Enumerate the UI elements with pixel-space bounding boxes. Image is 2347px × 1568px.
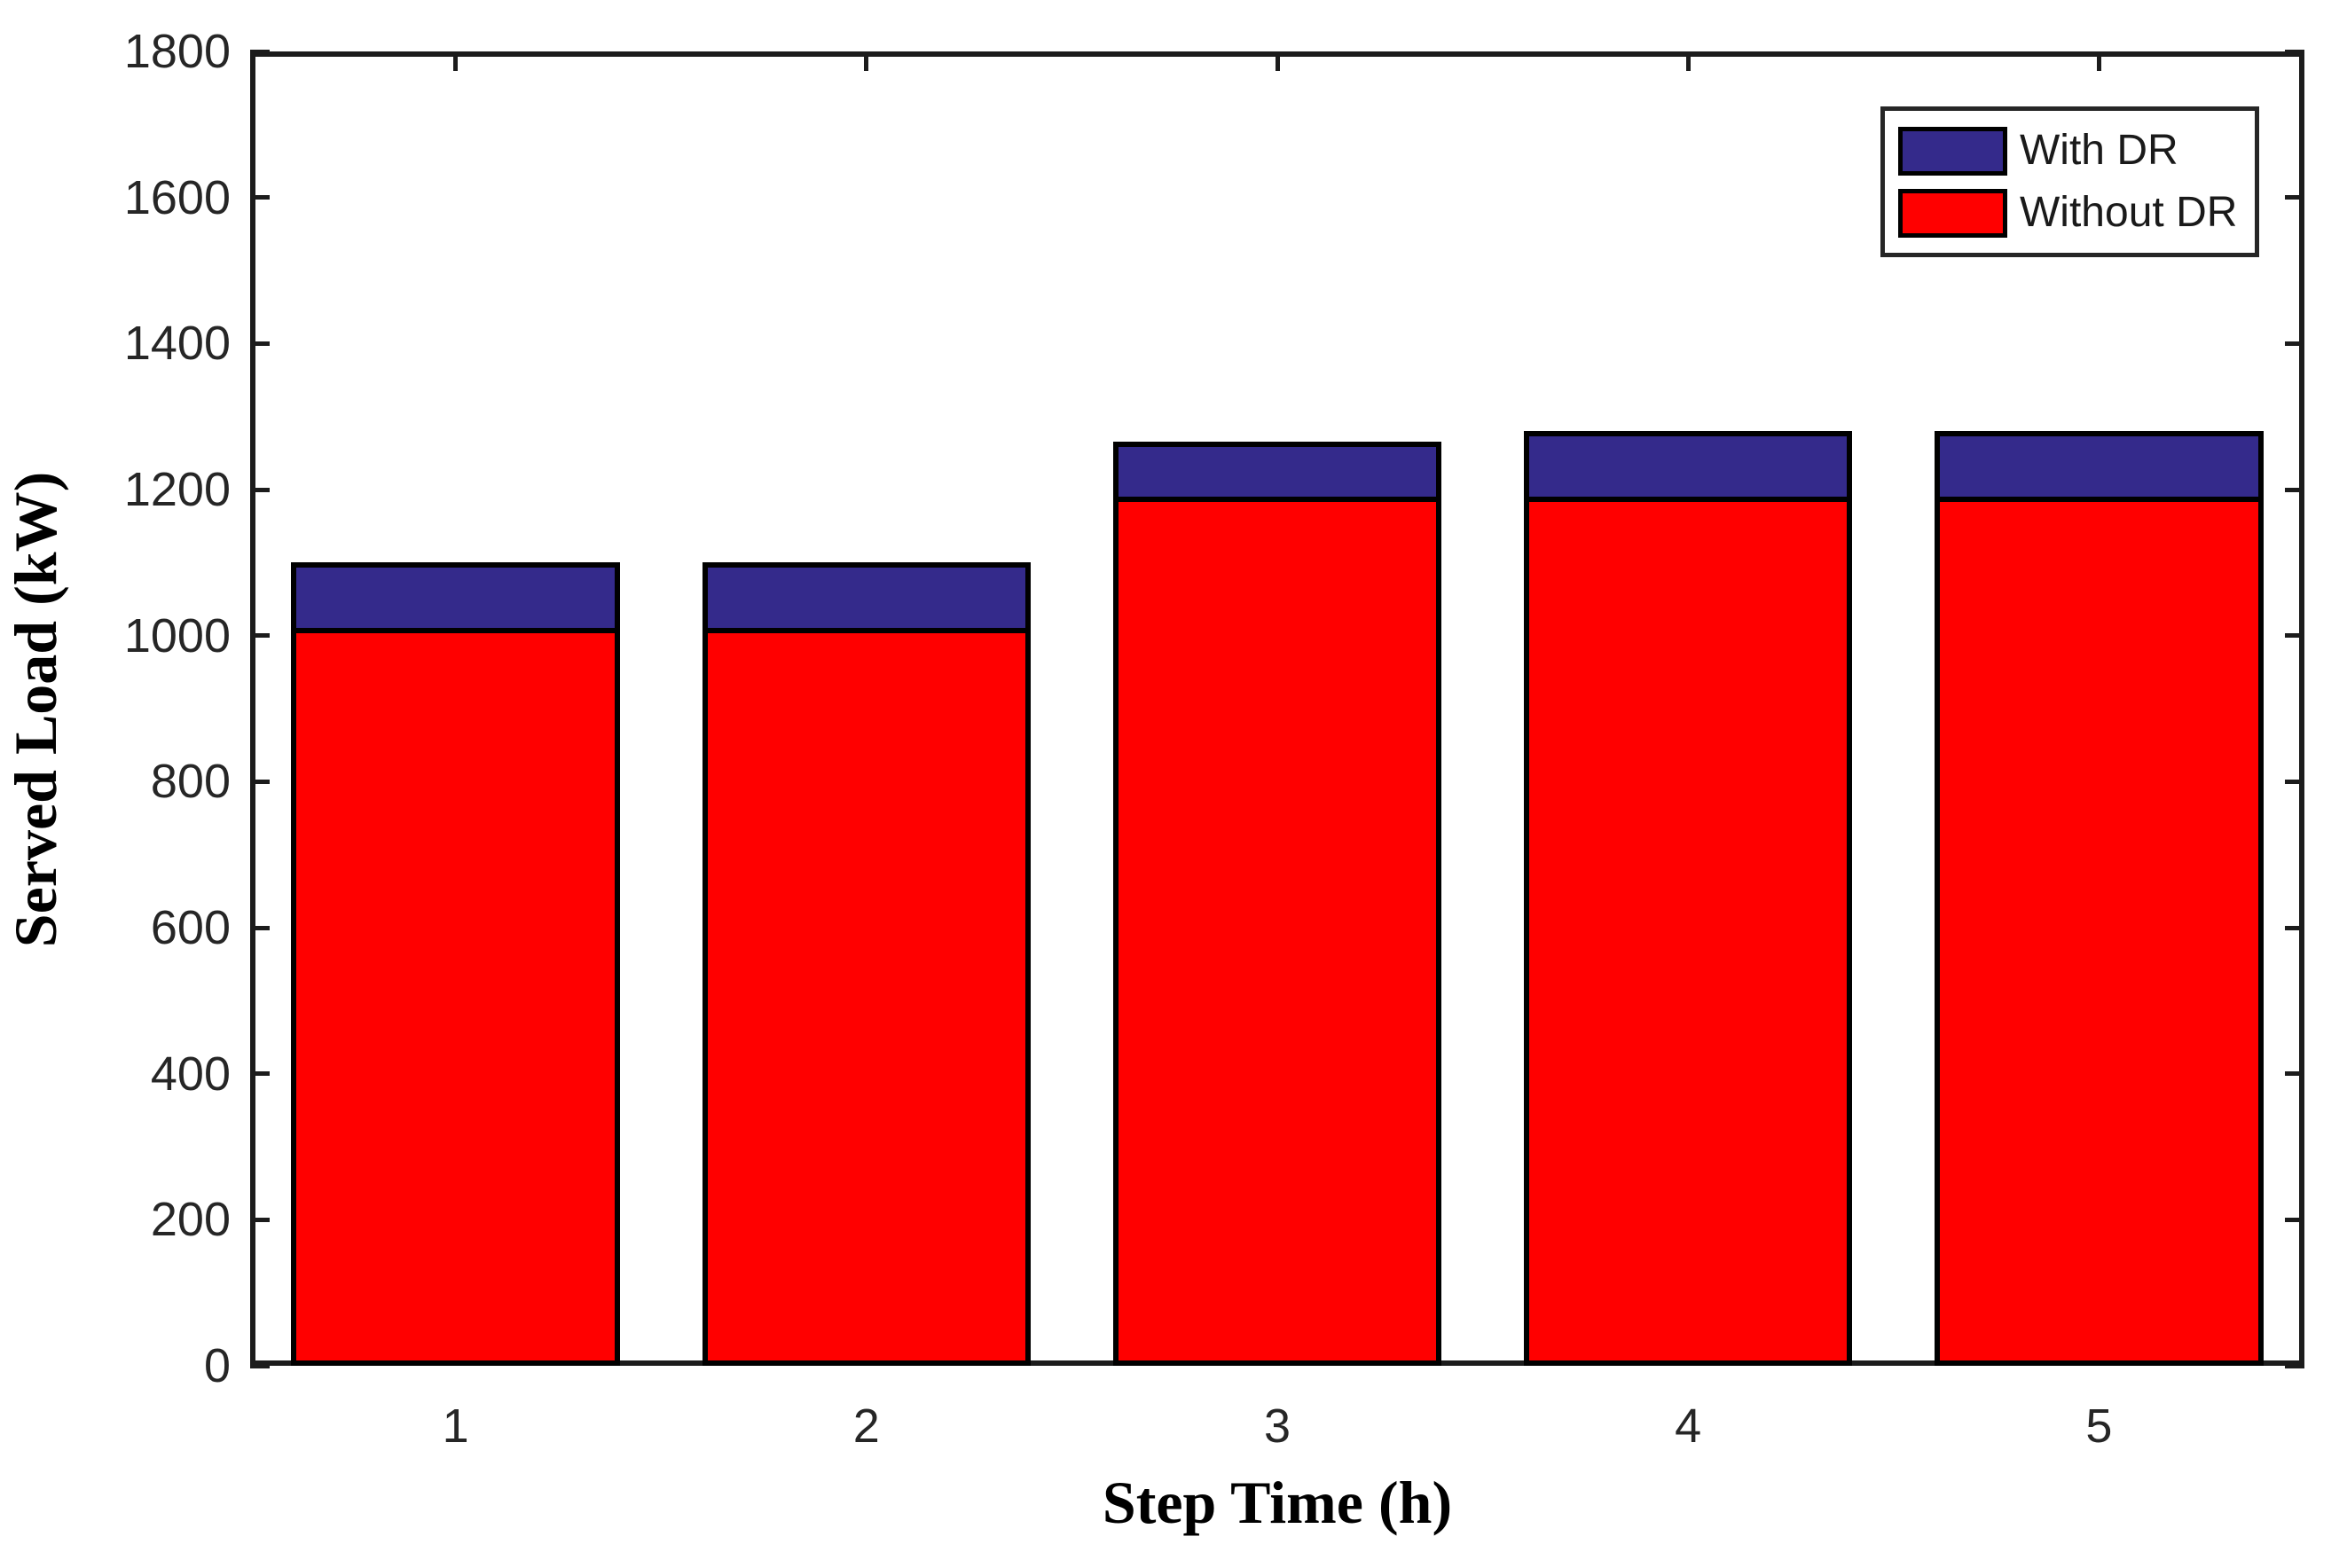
bar-2-without-dr: [702, 628, 1032, 1366]
y-tick-label-600: 600: [150, 901, 231, 954]
x-tick-top-1: [453, 51, 459, 71]
legend-item-with-dr: With DR: [1898, 125, 2255, 176]
x-tick-top-4: [1685, 51, 1691, 71]
y-tick-left-600: [250, 925, 270, 930]
bar-1-without-dr: [291, 628, 620, 1366]
bar-3-without-dr: [1112, 497, 1442, 1366]
y-tick-label-200: 200: [150, 1193, 231, 1247]
x-tick-label-5: 5: [2085, 1399, 2113, 1453]
y-tick-left-1200: [250, 487, 270, 492]
y-axis-label: Served Load (kW): [2, 471, 69, 948]
legend-label-1: With DR: [2020, 127, 2178, 174]
legend-item-without-dr: Without DR: [1898, 187, 2255, 239]
y-tick-label-1200: 1200: [123, 463, 231, 516]
y-tick-left-1400: [250, 341, 270, 346]
y-tick-left-800: [250, 779, 270, 784]
bar-4-without-dr: [1523, 497, 1853, 1366]
y-tick-label-1400: 1400: [123, 317, 231, 371]
y-tick-left-1000: [250, 633, 270, 639]
y-tick-label-1600: 1600: [123, 170, 231, 224]
x-tick-label-4: 4: [1675, 1399, 1702, 1453]
y-tick-right-0: [2285, 1363, 2304, 1368]
y-tick-label-1000: 1000: [123, 608, 231, 662]
y-tick-left-0: [250, 1363, 270, 1368]
y-tick-right-1200: [2285, 487, 2304, 492]
legend-label-2: Without DR: [2020, 189, 2238, 236]
y-tick-right-200: [2285, 1217, 2304, 1222]
y-tick-right-400: [2285, 1071, 2304, 1077]
y-tick-left-1600: [250, 195, 270, 200]
y-tick-left-400: [250, 1071, 270, 1077]
legend: With DR Without DR: [1880, 106, 2259, 257]
y-tick-label-1800: 1800: [123, 25, 231, 78]
y-tick-right-800: [2285, 779, 2304, 784]
y-tick-label-0: 0: [203, 1339, 231, 1392]
y-tick-label-400: 400: [150, 1047, 231, 1101]
legend-swatch-2: [1898, 188, 2007, 238]
plot-inner: [250, 49, 2304, 1368]
x-tick-label-1: 1: [442, 1399, 469, 1453]
x-tick-top-3: [1275, 51, 1280, 71]
y-tick-left-1800: [250, 49, 270, 54]
y-tick-right-1000: [2285, 633, 2304, 639]
x-tick-label-3: 3: [1263, 1399, 1291, 1453]
y-tick-right-1600: [2285, 195, 2304, 200]
x-tick-label-2: 2: [852, 1399, 880, 1453]
y-tick-label-800: 800: [150, 755, 231, 809]
y-tick-left-200: [250, 1217, 270, 1222]
x-axis-label: Step Time (h): [1102, 1469, 1453, 1536]
y-tick-right-600: [2285, 925, 2304, 930]
legend-swatch-1: [1898, 126, 2007, 176]
x-tick-top-5: [2096, 51, 2101, 71]
y-tick-right-1400: [2285, 341, 2304, 346]
x-tick-top-2: [864, 51, 869, 71]
y-tick-right-1800: [2285, 49, 2304, 54]
bar-5-without-dr: [1935, 497, 2264, 1366]
plot-area: [250, 49, 2304, 1368]
